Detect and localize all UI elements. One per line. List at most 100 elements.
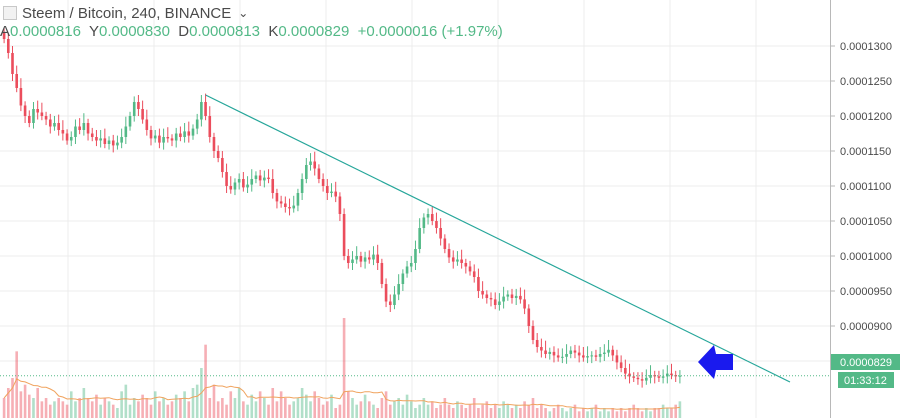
candle-body [611,349,615,356]
volume-bar [561,408,564,418]
candle-body [27,116,31,123]
volume-bar [670,408,673,418]
candle-body [263,177,266,181]
volume-bar [267,404,270,418]
volume-bar [6,388,10,418]
candle-body [111,140,115,146]
candle-body [649,375,652,378]
volume-moving-average [3,378,680,410]
candle-body [124,126,128,137]
volume-bar [607,411,610,418]
candle-body [6,39,10,53]
candle-body [393,294,396,305]
candle-body [409,263,413,267]
candle-body [53,123,56,127]
volume-bar [619,408,623,418]
volume-bar [342,318,346,418]
candle-body [472,271,476,277]
volume-bar [388,404,392,418]
volume-bar [258,391,262,418]
candle-body [187,131,191,136]
volume-bar [414,408,417,418]
candle-body [99,138,102,141]
volume-bar [195,384,199,418]
price-tick-label: 0.0001250 [840,76,892,88]
volume-bar [565,411,568,418]
candle-body [237,179,241,183]
volume-bar [174,394,178,418]
settings-icon[interactable] [3,6,17,20]
volume-bar [523,401,526,418]
candle-body [86,123,90,134]
candle-body [271,179,275,193]
volume-bar [82,388,86,418]
volume-bar [237,388,241,418]
volume-bar [90,401,94,418]
volume-bar [212,384,216,418]
volume-bar [300,388,304,418]
candle-body [317,168,321,179]
volume-bar [594,404,598,418]
candle-body [208,116,212,137]
volume-bar [577,411,581,418]
candle-body [493,299,497,305]
volume-bar [326,401,329,418]
candle-body [430,214,434,221]
volume-bar [661,404,665,418]
candle-body [36,109,39,113]
volume-bar [485,401,489,418]
candle-body [418,228,421,249]
volume-bar [556,404,560,418]
volume-bar [527,404,531,418]
volume-bar [246,404,249,418]
volume-bar [284,398,287,418]
low-label: D [178,23,190,40]
candle-body [414,249,417,263]
volume-bar [61,401,65,418]
chevron-down-icon[interactable]: ⌄ [238,6,249,20]
candle-body [636,377,640,380]
trendline[interactable] [205,94,791,383]
volume-bar [649,411,652,418]
candle-body [401,273,405,284]
volume-bar [242,401,245,418]
candle-body [275,193,279,202]
candle-body [229,186,233,190]
volume-bar [456,401,459,418]
volume-bar [468,404,472,418]
open-label: A [0,23,11,40]
volume-bar [19,391,23,418]
candle-body [607,349,610,353]
candle-body [162,137,165,143]
volume-bar [124,384,128,418]
volume-bar [153,391,157,418]
candle-body [506,294,510,297]
volume-bar [657,408,661,418]
price-tick-label: 0.0001100 [840,181,891,193]
candle-body [376,254,379,263]
volume-bar [393,401,396,418]
volume-bar [216,401,220,418]
candle-body [367,257,371,260]
candle-body [619,362,623,368]
volume-bar [678,401,682,418]
price-axis-panel[interactable] [830,0,900,418]
volume-bar [120,391,123,418]
volume-bar [229,391,233,418]
candles [2,27,682,388]
candle-body [128,116,132,127]
candle-body [351,259,354,263]
symbol-title[interactable]: Steem / Bitcoin, 240, BINANCE [22,4,232,22]
candle-body [372,254,375,260]
volume-bar [502,401,505,418]
candle-body [598,354,602,357]
volume-bar [514,404,518,418]
candle-body [191,128,195,136]
open-value: 0.0000816 [10,23,81,40]
candle-body [359,256,363,262]
volume-bar [481,404,484,418]
volume-bar [103,398,107,418]
volume-bar [615,411,619,418]
candle-body [23,105,27,116]
